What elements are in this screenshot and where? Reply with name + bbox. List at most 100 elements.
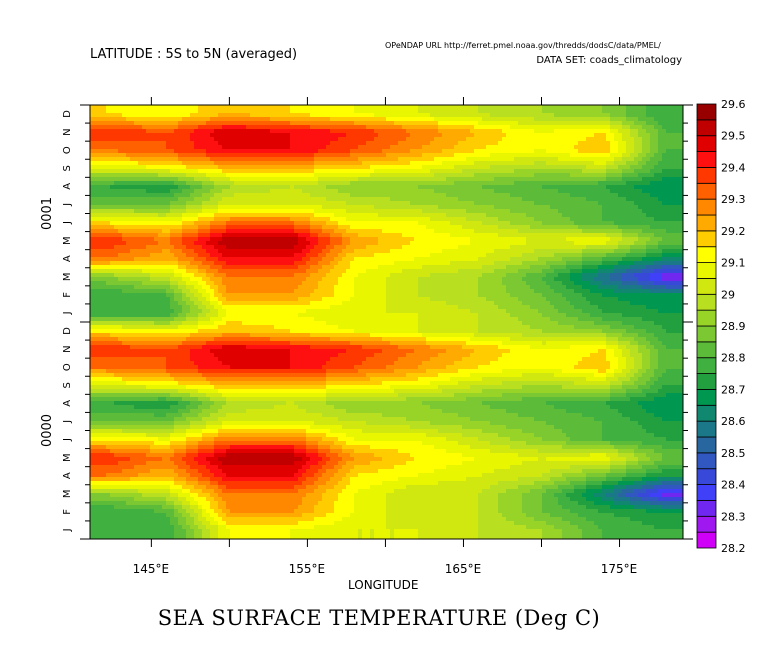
- contour-cell: [246, 113, 251, 118]
- contour-cell: [398, 165, 403, 170]
- contour-cell: [622, 169, 627, 174]
- contour-cell: [226, 141, 231, 146]
- contour-cell: [154, 161, 159, 166]
- contour-cell: [142, 185, 147, 190]
- contour-cell: [522, 153, 527, 158]
- contour-cell: [194, 197, 199, 202]
- contour-cell: [114, 209, 119, 214]
- contour-cell: [398, 153, 403, 158]
- contour-cell: [406, 197, 411, 202]
- contour-cell: [294, 109, 299, 114]
- contour-cell: [422, 133, 427, 138]
- contour-cell: [462, 113, 467, 118]
- contour-cell: [246, 181, 251, 186]
- contour-cell: [130, 141, 135, 146]
- contour-cell: [250, 109, 255, 114]
- contour-cell: [534, 221, 539, 226]
- contour-cell: [126, 117, 131, 122]
- contour-cell: [342, 209, 347, 214]
- contour-cell: [158, 153, 163, 158]
- contour-cell: [306, 181, 311, 186]
- contour-cell: [390, 145, 395, 150]
- contour-cell: [486, 165, 491, 170]
- contour-cell: [638, 157, 643, 162]
- contour-cell: [454, 145, 459, 150]
- contour-cell: [558, 145, 563, 150]
- contour-cell: [198, 185, 203, 190]
- contour-cell: [390, 157, 395, 162]
- contour-cell: [426, 105, 431, 110]
- contour-cell: [354, 205, 359, 210]
- contour-cell: [262, 237, 267, 242]
- contour-cell: [170, 125, 175, 130]
- contour-cell: [214, 125, 219, 130]
- contour-cell: [142, 125, 147, 130]
- contour-cell: [502, 209, 507, 214]
- contour-cell: [442, 157, 447, 162]
- contour-cell: [278, 229, 283, 234]
- contour-cell: [614, 125, 619, 130]
- contour-cell: [282, 157, 287, 162]
- contour-cell: [190, 109, 195, 114]
- contour-cell: [642, 209, 647, 214]
- contour-cell: [202, 201, 207, 206]
- contour-cell: [574, 125, 579, 130]
- contour-cell: [590, 145, 595, 150]
- contour-cell: [622, 229, 627, 234]
- contour-cell: [250, 213, 255, 218]
- contour-cell: [478, 233, 483, 238]
- contour-cell: [470, 141, 475, 146]
- contour-cell: [610, 205, 615, 210]
- contour-cell: [610, 165, 615, 170]
- contour-cell: [118, 221, 123, 226]
- contour-cell: [90, 125, 95, 130]
- contour-cell: [214, 161, 219, 166]
- contour-cell: [482, 197, 487, 202]
- contour-cell: [242, 165, 247, 170]
- contour-cell: [174, 177, 179, 182]
- contour-cell: [378, 233, 383, 238]
- contour-cell: [262, 137, 267, 142]
- contour-cell: [302, 217, 307, 222]
- contour-cell: [358, 197, 363, 202]
- contour-cell: [382, 165, 387, 170]
- contour-cell: [450, 145, 455, 150]
- contour-cell: [674, 117, 679, 122]
- contour-cell: [586, 233, 591, 238]
- contour-cell: [346, 105, 351, 110]
- contour-cell: [602, 133, 607, 138]
- contour-cell: [418, 189, 423, 194]
- contour-cell: [338, 237, 343, 242]
- contour-cell: [118, 177, 123, 182]
- contour-cell: [150, 129, 155, 134]
- contour-cell: [210, 153, 215, 158]
- contour-cell: [490, 153, 495, 158]
- contour-cell: [394, 125, 399, 130]
- contour-cell: [522, 169, 527, 174]
- contour-cell: [526, 181, 531, 186]
- contour-cell: [518, 169, 523, 174]
- contour-cell: [410, 181, 415, 186]
- contour-cell: [314, 185, 319, 190]
- contour-cell: [610, 225, 615, 230]
- contour-cell: [286, 233, 291, 238]
- contour-cell: [442, 185, 447, 190]
- contour-cell: [642, 129, 647, 134]
- contour-cell: [318, 173, 323, 178]
- contour-cell: [470, 197, 475, 202]
- contour-cell: [202, 105, 207, 110]
- contour-cell: [114, 177, 119, 182]
- contour-cell: [114, 225, 119, 230]
- contour-cell: [498, 213, 503, 218]
- contour-cell: [102, 217, 107, 222]
- contour-cell: [666, 193, 671, 198]
- contour-cell: [434, 193, 439, 198]
- contour-cell: [642, 229, 647, 234]
- contour-cell: [138, 117, 143, 122]
- contour-cell: [550, 133, 555, 138]
- contour-cell: [414, 129, 419, 134]
- contour-cell: [466, 173, 471, 178]
- contour-cell: [326, 173, 331, 178]
- contour-cell: [502, 117, 507, 122]
- contour-cell: [622, 113, 627, 118]
